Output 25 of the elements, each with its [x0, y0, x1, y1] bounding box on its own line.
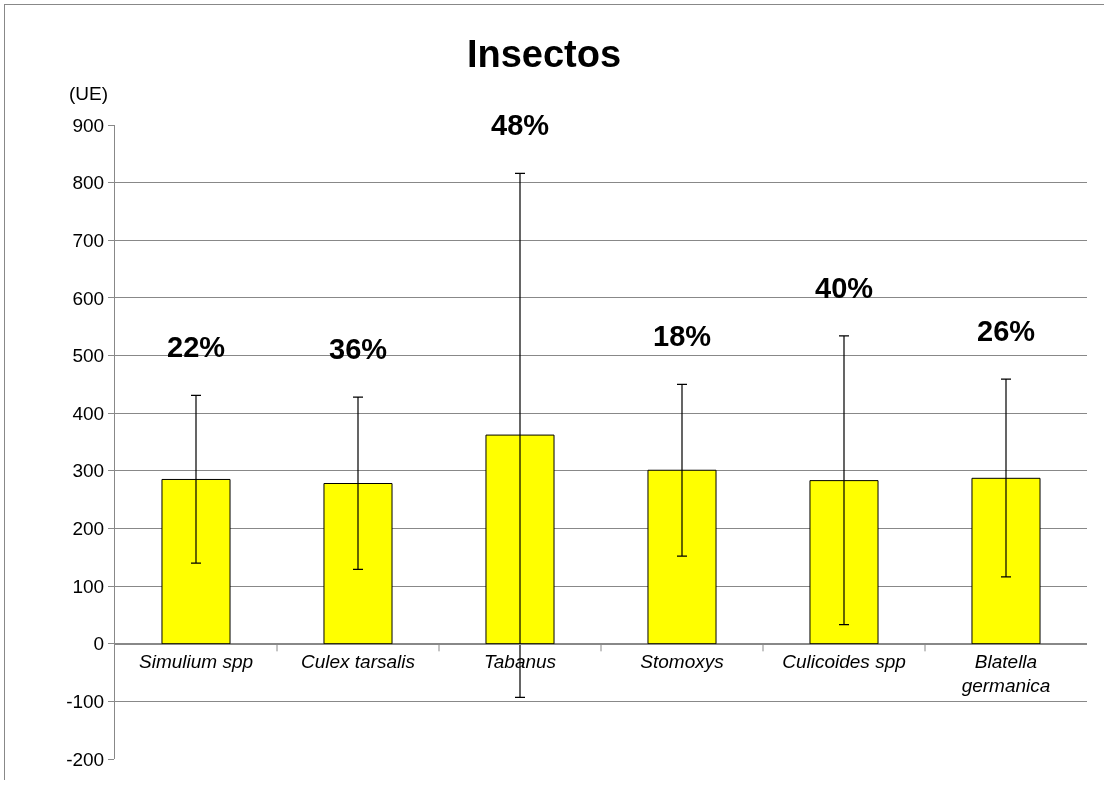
annotation: 26% [977, 315, 1036, 347]
annotation: 36% [329, 333, 388, 365]
y-tick-label: 100 [72, 575, 105, 597]
y-tick-label: -200 [66, 748, 105, 770]
annotation: 40% [815, 272, 874, 304]
x-tick-label: Culex tarsalis [300, 650, 416, 672]
y-axis-title: (UE) [69, 83, 109, 104]
y-tick-label: 200 [72, 518, 105, 540]
y-tick-label: 800 [72, 172, 105, 194]
x-tick-label: Culicoides spp [782, 650, 906, 672]
y-tick-label: 0 [93, 633, 105, 655]
y-tick-label: 700 [72, 229, 105, 251]
y-tick-label: -100 [66, 691, 105, 713]
y-tick-label: 500 [72, 345, 105, 367]
x-tick-label: Blatella germanica [961, 650, 1051, 697]
y-tick-label: 600 [72, 287, 105, 309]
annotation: 18% [653, 320, 712, 352]
x-tick-label: Simulium spp [138, 650, 254, 672]
y-tick-label: 900 [72, 114, 105, 136]
annotation: 48% [491, 109, 550, 141]
y-tick-label: 300 [72, 460, 105, 482]
annotation: 22% [167, 331, 226, 363]
x-tick-label: Stomoxys [640, 650, 725, 672]
y-tick-label: 400 [72, 402, 105, 424]
chart-title: Insectos [466, 32, 622, 75]
